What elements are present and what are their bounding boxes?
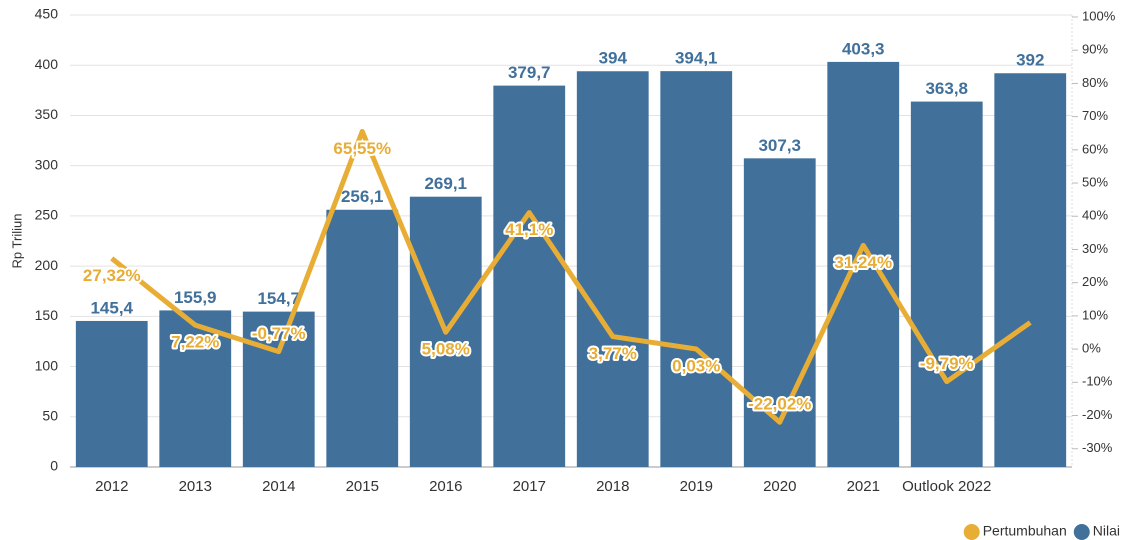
bar (994, 73, 1067, 467)
line-value-label: -22,02% (748, 395, 811, 414)
legend-label: Nilai (1093, 523, 1120, 539)
bar-value-label: 155,9 (174, 288, 217, 307)
y2-tick-label: 60% (1082, 141, 1108, 156)
x-tick-label: 2013 (179, 478, 212, 495)
bar-value-label: 363,8 (925, 79, 968, 98)
bar-value-label: 379,7 (508, 63, 551, 82)
y2-tick-label: -20% (1082, 407, 1113, 422)
y-tick-label: 450 (35, 6, 59, 22)
y2-tick-label: 20% (1082, 274, 1108, 289)
bar (75, 320, 148, 467)
bar-value-label: 394 (599, 49, 628, 68)
line-value-label: 27,32% (83, 266, 141, 285)
bar-value-label: 256,1 (341, 187, 384, 206)
legend-swatch (1073, 524, 1090, 540)
y2-tick-label: -10% (1082, 374, 1113, 389)
y2-tick-label: 10% (1082, 307, 1108, 322)
x-tick-label: 2016 (429, 478, 462, 495)
y2-tick-label: 30% (1082, 241, 1108, 256)
bar (660, 71, 733, 468)
x-tick-label: Outlook 2022 (902, 478, 991, 495)
bar-value-label: 145,4 (90, 298, 133, 317)
bar (910, 101, 983, 467)
bar-value-label: 403,3 (842, 39, 885, 58)
line-value-label: 3,77% (589, 344, 637, 363)
y-tick-label: 300 (35, 156, 59, 172)
bar-value-label: 394,1 (675, 49, 718, 68)
bar-value-label: 307,3 (758, 136, 801, 155)
y2-tick-label: 80% (1082, 75, 1108, 90)
y-tick-label: 0 (50, 458, 58, 474)
bar (827, 61, 900, 467)
y-tick-label: 250 (35, 207, 59, 223)
bar (242, 311, 315, 467)
line-value-label: 5,08% (422, 340, 470, 359)
line-value-label: -9,79% (920, 354, 974, 373)
y2-tick-label: 90% (1082, 42, 1108, 57)
bar (326, 209, 399, 467)
legend-swatch (963, 524, 980, 540)
y2-tick-label: 40% (1082, 208, 1108, 223)
bar-value-label: 392 (1016, 51, 1044, 70)
bar (159, 310, 232, 467)
line-value-label: 41,1% (505, 220, 553, 239)
x-tick-label: 2018 (596, 478, 629, 495)
line (110, 128, 1032, 425)
line-value-label: 7,22% (171, 333, 219, 352)
x-tick-label: 2014 (262, 478, 295, 495)
bar-value-label: 269,1 (424, 174, 467, 193)
x-tick-label: 2021 (847, 478, 880, 495)
y2-tick-label: 100% (1082, 8, 1116, 23)
x-tick-label: 2015 (346, 478, 379, 495)
x-tick-label: 2020 (763, 478, 796, 495)
x-tick-label: 2012 (95, 478, 128, 495)
line-value-label: 65,55% (333, 139, 391, 158)
y-tick-label: 400 (35, 56, 59, 72)
y-tick-label: 200 (35, 257, 59, 273)
y-tick-label: 100 (35, 357, 59, 373)
x-tick-label: 2019 (680, 478, 713, 495)
y-tick-label: 150 (35, 307, 59, 323)
y2-tick-label: -30% (1082, 440, 1113, 455)
y2-tick-label: 50% (1082, 174, 1108, 189)
bar-value-label: 154,7 (257, 289, 300, 308)
y2-tick-label: 70% (1082, 108, 1108, 123)
line-value-label: -0,77% (252, 324, 306, 343)
legend-label: Pertumbuhan (983, 523, 1067, 539)
y-tick-label: 350 (35, 106, 59, 122)
bar (743, 158, 816, 467)
bar (576, 71, 649, 467)
x-tick-label: 2017 (513, 478, 546, 495)
line-value-label: 31,24% (834, 253, 892, 272)
y-axis-label: Rp Triliun (9, 214, 24, 269)
y-tick-label: 50 (42, 407, 58, 423)
bar (493, 85, 566, 468)
line-value-label: 0,03% (672, 356, 720, 375)
y2-tick-label: 0% (1082, 341, 1101, 356)
